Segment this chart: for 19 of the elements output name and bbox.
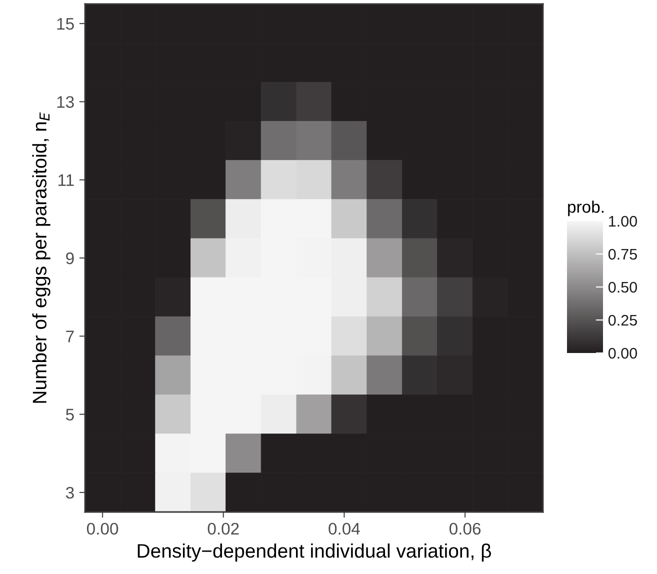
- color-bar-label: 0.75: [608, 248, 637, 260]
- x-tick-label: 0.02: [208, 522, 239, 535]
- color-bar-label: 0.25: [608, 314, 637, 326]
- y-tick-label: 3: [66, 486, 74, 499]
- x-tick-label: 0.04: [328, 522, 360, 535]
- x-tick-label: 0.06: [449, 522, 481, 535]
- color-bar-label: 1.00: [609, 216, 637, 227]
- y-tick-label: 9: [66, 252, 74, 264]
- x-axis-title: Density−dependent individual variation, β: [138, 544, 491, 562]
- y-tick-label: 13: [57, 96, 74, 108]
- color-bar-label: 0.50: [608, 282, 637, 293]
- y-tick-label: 15: [57, 18, 74, 30]
- y-tick-label: 7: [66, 330, 74, 342]
- x-tick-label: 0.00: [86, 522, 118, 535]
- color-bar-label: 0.00: [608, 348, 637, 359]
- y-axis-title: Number of eggs per parasitoid, n$_{E}$: [32, 112, 50, 403]
- y-tick-label: 5: [66, 408, 74, 421]
- y-tick-label: 11: [58, 174, 74, 186]
- color-bar-title: prob.: [568, 200, 604, 216]
